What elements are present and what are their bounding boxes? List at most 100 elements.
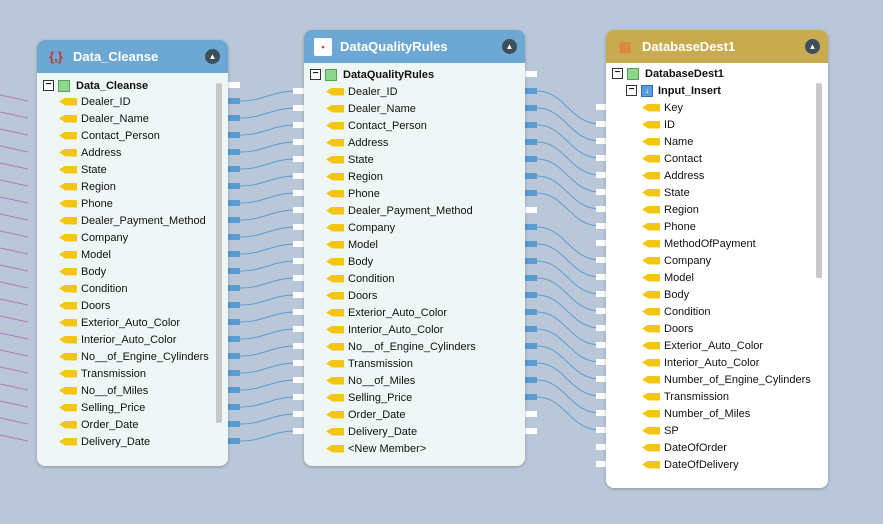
output-port[interactable] [228,370,240,376]
input-wire[interactable] [0,264,29,272]
input-port[interactable] [596,291,608,297]
input-port[interactable] [596,138,608,144]
input-wire[interactable] [0,366,29,374]
field-row[interactable]: Transmission [59,365,146,382]
data-cleanse-panel[interactable]: {,} Data_Cleanse ▲ − Data_Cleanse Dealer_I… [37,40,228,466]
mapping-wire[interactable] [239,294,298,306]
input-port[interactable] [596,410,608,416]
field-row[interactable]: Model [642,269,694,286]
mapping-wire[interactable] [239,328,298,340]
input-port[interactable] [596,206,608,212]
mapping-wire[interactable] [239,124,298,136]
output-port[interactable] [228,353,240,359]
output-port[interactable] [525,241,537,247]
field-row[interactable]: Interior_Auto_Color [59,331,176,348]
input-wire[interactable] [0,315,29,323]
input-wire[interactable] [0,400,29,408]
output-port[interactable] [525,258,537,264]
output-port[interactable] [525,394,537,400]
input-port[interactable] [596,257,608,263]
field-row[interactable]: Dealer_ID [59,93,131,110]
database-dest-header[interactable]: ▤ DatabaseDest1 ▲ [606,30,828,63]
output-port[interactable] [228,132,240,138]
output-port[interactable] [228,115,240,121]
input-wire[interactable] [0,383,29,391]
field-row[interactable]: No__of_Engine_Cylinders [326,338,476,355]
field-row[interactable]: State [642,184,690,201]
output-port[interactable] [525,275,537,281]
field-row[interactable]: No__of_Miles [59,382,148,399]
field-row[interactable]: State [59,161,107,178]
input-port[interactable] [596,325,608,331]
input-port[interactable] [293,258,305,264]
mapping-wire[interactable] [536,345,601,380]
field-row[interactable]: Model [59,246,111,263]
output-port[interactable] [525,360,537,366]
output-port[interactable] [228,387,240,393]
field-row[interactable]: Dealer_ID [326,83,398,100]
input-port[interactable] [293,360,305,366]
output-port[interactable] [228,234,240,240]
field-row[interactable]: MethodOfPayment [642,235,756,252]
output-port[interactable] [525,292,537,298]
mapping-wire[interactable] [536,175,601,210]
mapping-wire[interactable] [239,277,298,289]
field-row[interactable]: Name [642,133,693,150]
field-row[interactable]: Interior_Auto_Color [642,354,759,371]
mapping-wire[interactable] [536,158,601,193]
field-row[interactable]: DateOfDelivery [642,456,739,473]
output-port[interactable] [228,438,240,444]
field-row[interactable]: Model [326,236,378,253]
field-row[interactable]: Exterior_Auto_Color [59,314,180,331]
field-row[interactable]: SP [642,422,679,439]
mapping-wire[interactable] [536,107,601,142]
mapping-wire[interactable] [536,379,601,414]
input-wire[interactable] [0,434,29,442]
input-wire[interactable] [0,162,29,170]
input-port[interactable] [293,156,305,162]
tree-node[interactable]: − Data_Cleanse [43,77,148,94]
output-port[interactable] [228,166,240,172]
mapping-wire[interactable] [239,260,298,272]
input-port[interactable] [596,172,608,178]
field-row[interactable]: Address [326,134,388,151]
input-port[interactable] [293,105,305,111]
field-row[interactable]: Number_of_Engine_Cylinders [642,371,811,388]
output-port[interactable] [228,149,240,155]
field-row[interactable]: DateOfOrder [642,439,727,456]
field-row[interactable]: Company [326,219,395,236]
input-port[interactable] [596,461,608,467]
field-row[interactable]: Key [642,99,683,116]
input-wire[interactable] [0,281,29,289]
output-port[interactable] [228,82,240,88]
mapping-wire[interactable] [536,362,601,397]
mapping-wire[interactable] [536,260,601,295]
field-row[interactable]: Body [642,286,689,303]
output-port[interactable] [525,190,537,196]
field-row[interactable]: Region [642,201,699,218]
mapping-wire[interactable] [536,141,601,176]
collapse-button[interactable]: ▲ [805,39,820,54]
field-row[interactable]: Phone [59,195,113,212]
field-row[interactable]: Dealer_Payment_Method [326,202,473,219]
collapse-toggle[interactable]: − [612,68,623,79]
mapping-wire[interactable] [536,277,601,312]
field-row[interactable]: Transmission [642,388,729,405]
output-port[interactable] [525,343,537,349]
tree-node[interactable]: − DataQualityRules [310,66,434,83]
mapping-wire[interactable] [536,311,601,346]
input-port[interactable] [293,428,305,434]
input-wire[interactable] [0,179,29,187]
field-row[interactable]: Exterior_Auto_Color [642,337,763,354]
data-quality-rules-panel[interactable]: ▪ DataQualityRules ▲ − DataQualityRules De… [304,30,525,466]
mapping-wire[interactable] [536,243,601,278]
mapping-wire[interactable] [239,396,298,408]
field-row[interactable]: ID [642,116,675,133]
output-port[interactable] [525,122,537,128]
output-port[interactable] [228,319,240,325]
input-port[interactable] [293,275,305,281]
mapping-wire[interactable] [239,311,298,323]
field-row[interactable]: Region [326,168,383,185]
input-port[interactable] [293,411,305,417]
output-port[interactable] [228,268,240,274]
